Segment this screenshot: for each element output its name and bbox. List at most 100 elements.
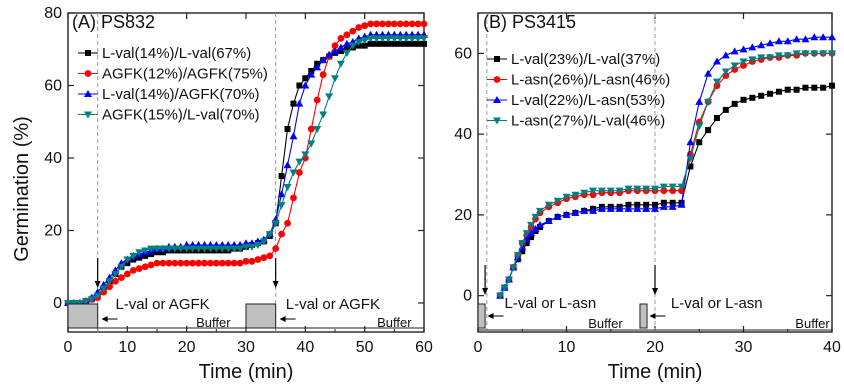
data-point <box>659 202 668 210</box>
data-point <box>248 257 256 265</box>
data-point <box>784 86 791 93</box>
y-tick-label: 0 <box>53 295 62 312</box>
addition-label: L-val or AGFK <box>115 296 209 313</box>
y-axis-title: Germination (%) <box>11 116 33 262</box>
data-point <box>687 163 694 170</box>
data-point <box>141 263 149 271</box>
data-point <box>390 20 398 28</box>
addition-label: L-val or L-asn <box>505 295 597 312</box>
data-point <box>820 84 827 91</box>
data-point <box>562 210 571 218</box>
data-point <box>242 243 250 251</box>
x-tick-label: 10 <box>558 339 576 356</box>
x-tick-label: 40 <box>296 339 314 356</box>
data-point <box>652 201 658 208</box>
data-point <box>207 259 214 267</box>
legend-entry: L-val(22%)/L-asn(53%) <box>511 92 665 109</box>
data-point <box>253 242 262 249</box>
data-point <box>544 216 553 224</box>
data-point <box>819 33 828 41</box>
data-point <box>527 229 536 237</box>
data-point <box>624 204 633 212</box>
data-point <box>408 35 417 43</box>
data-point <box>774 37 783 45</box>
data-point <box>740 62 747 69</box>
data-point <box>531 225 540 233</box>
buffer-label: Buffer <box>588 316 623 331</box>
data-point <box>183 259 191 267</box>
addition-box <box>245 303 277 329</box>
data-point <box>147 261 155 269</box>
data-point <box>420 35 428 43</box>
data-point <box>642 185 651 193</box>
data-point <box>176 245 185 253</box>
data-point <box>142 252 149 259</box>
data-point <box>651 204 659 212</box>
legend-entry: L-val(14%)/L-val(67%) <box>102 45 251 62</box>
data-point <box>111 271 120 278</box>
x-tick-label: 0 <box>64 339 73 356</box>
data-point <box>218 259 226 267</box>
data-point <box>307 140 316 148</box>
buffer-label: Buffer <box>196 315 231 330</box>
data-point <box>810 33 819 41</box>
data-point <box>766 54 775 62</box>
data-point <box>236 259 244 267</box>
data-point <box>301 151 310 159</box>
data-point <box>158 245 167 253</box>
data-point <box>642 204 651 212</box>
buffer-label: Buffer <box>377 315 412 330</box>
data-point <box>553 197 562 205</box>
data-point <box>331 75 339 83</box>
data-point <box>195 259 202 267</box>
data-point <box>194 245 203 253</box>
data-point <box>343 31 351 39</box>
data-point <box>633 204 642 212</box>
data-point <box>740 96 747 103</box>
data-point <box>118 274 125 282</box>
data-point <box>571 208 580 216</box>
legend-entry: L-asn(26%)/L-asn(46%) <box>511 72 670 89</box>
data-point <box>93 292 102 300</box>
data-point <box>748 43 757 51</box>
data-point <box>705 127 712 134</box>
data-point <box>230 245 239 253</box>
data-point <box>597 204 606 212</box>
data-point <box>289 169 298 177</box>
series-line <box>499 52 832 296</box>
data-point <box>373 20 380 28</box>
data-point <box>829 82 835 89</box>
data-point <box>535 207 544 215</box>
data-point <box>284 126 291 132</box>
data-point <box>523 240 530 247</box>
data-point <box>260 254 268 262</box>
data-point <box>712 57 721 65</box>
data-point <box>278 230 285 238</box>
data-point <box>660 199 667 206</box>
legend-entry: L-val(23%)/L-val(37%) <box>511 51 660 68</box>
addition-box <box>67 303 99 329</box>
data-point <box>87 296 96 304</box>
data-point <box>129 252 138 260</box>
data-point <box>403 40 410 47</box>
x-axis-title: Time (min) <box>608 361 703 383</box>
data-point <box>793 86 800 93</box>
data-point <box>290 100 297 107</box>
data-point <box>307 70 316 78</box>
data-point <box>712 78 721 86</box>
data-point <box>218 245 227 253</box>
data-point <box>766 39 775 47</box>
addition-arrowhead <box>652 288 658 295</box>
data-point <box>148 251 155 258</box>
data-point <box>283 161 292 169</box>
data-point <box>518 240 527 248</box>
data-point <box>230 259 238 267</box>
data-point <box>811 84 818 91</box>
legend-entry: L-val(14%)/AGFK(70%) <box>102 86 260 103</box>
data-point <box>535 220 544 228</box>
data-point <box>669 187 677 195</box>
data-point <box>589 191 597 199</box>
data-point <box>367 20 374 28</box>
data-point <box>278 173 285 180</box>
